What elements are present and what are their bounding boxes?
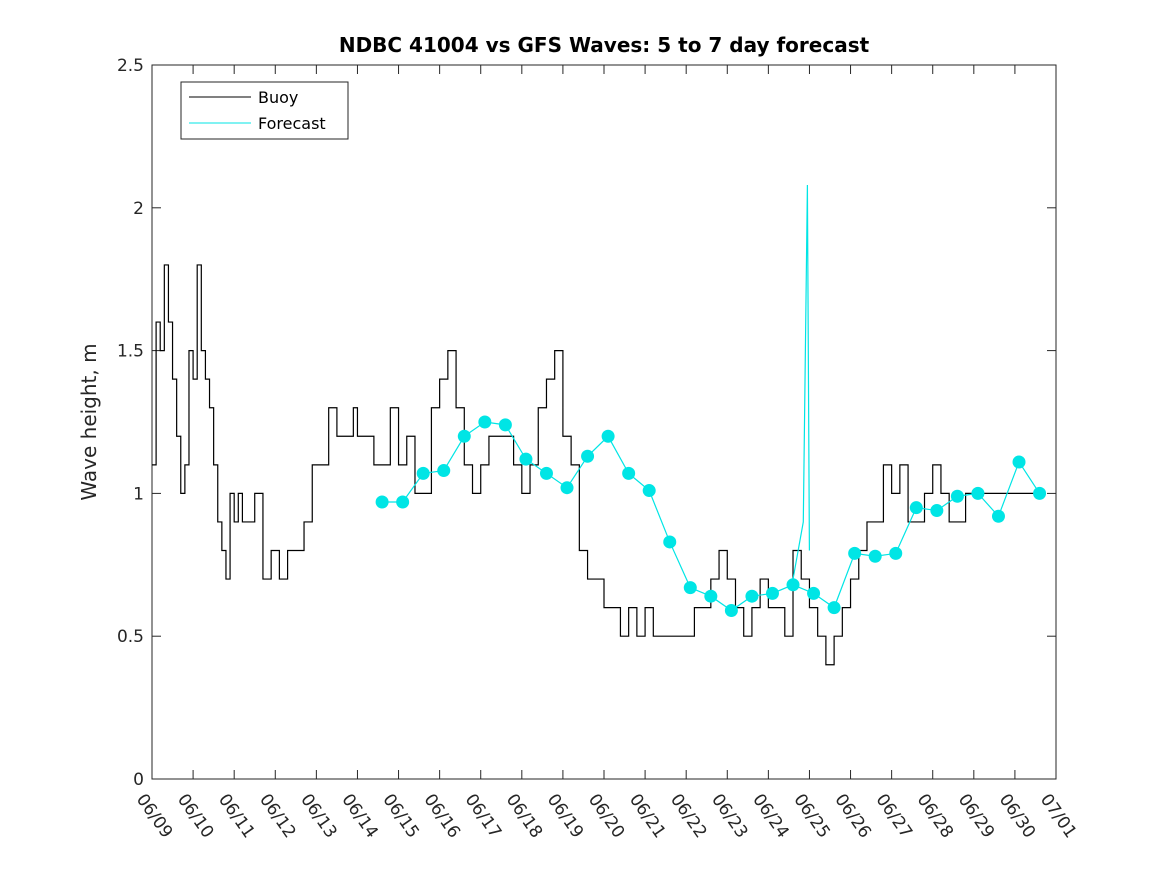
y-tick-label: 1 [133, 484, 144, 504]
forecast-point [519, 452, 533, 466]
y-tick-label: 2 [133, 199, 144, 219]
forecast-point [437, 464, 451, 478]
forecast-point [498, 418, 512, 432]
forecast-point [889, 546, 903, 560]
forecast-point [539, 466, 553, 480]
forecast-point [745, 589, 759, 603]
forecast-point [375, 495, 389, 509]
y-tick-label: 0.5 [117, 627, 144, 647]
forecast-point [396, 495, 410, 509]
forecast-point [416, 466, 430, 480]
y-tick-label: 1.5 [117, 342, 144, 362]
chart-title: NDBC 41004 vs GFS Waves: 5 to 7 day fore… [339, 33, 870, 57]
forecast-point [642, 484, 656, 498]
forecast-point [950, 489, 964, 503]
forecast-point [478, 415, 492, 429]
forecast-point [786, 578, 800, 592]
forecast-point [909, 501, 923, 515]
forecast-point [1033, 486, 1047, 500]
forecast-point [1012, 455, 1026, 469]
forecast-point [991, 509, 1005, 523]
forecast-point [868, 549, 882, 563]
forecast-point [560, 481, 574, 495]
forecast-point [683, 581, 697, 595]
forecast-point [765, 586, 779, 600]
forecast-point [622, 466, 636, 480]
forecast-point [457, 429, 471, 443]
plot-area [151, 64, 1057, 780]
legend: Buoy Forecast [180, 81, 349, 140]
forecast-point [601, 429, 615, 443]
forecast-point [663, 535, 677, 549]
buoy-line [152, 264, 1040, 666]
legend-forecast-label: Forecast [258, 114, 326, 133]
forecast-point [848, 546, 862, 560]
forecast-point [930, 504, 944, 518]
forecast-point [807, 586, 821, 600]
forecast-point [724, 603, 738, 617]
forecast-point [581, 449, 595, 463]
forecast-spike-line [792, 184, 810, 580]
buoy-series [152, 264, 1040, 666]
forecast-points [375, 415, 1047, 617]
legend-buoy-label: Buoy [258, 88, 298, 107]
legend-box [180, 81, 349, 140]
forecast-point [971, 486, 985, 500]
y-tick-label: 2.5 [117, 56, 144, 76]
forecast-point [704, 589, 718, 603]
y-tick-label: 0 [133, 770, 144, 790]
forecast-point [827, 601, 841, 615]
y-axis-label: Wave height, m [77, 343, 101, 500]
